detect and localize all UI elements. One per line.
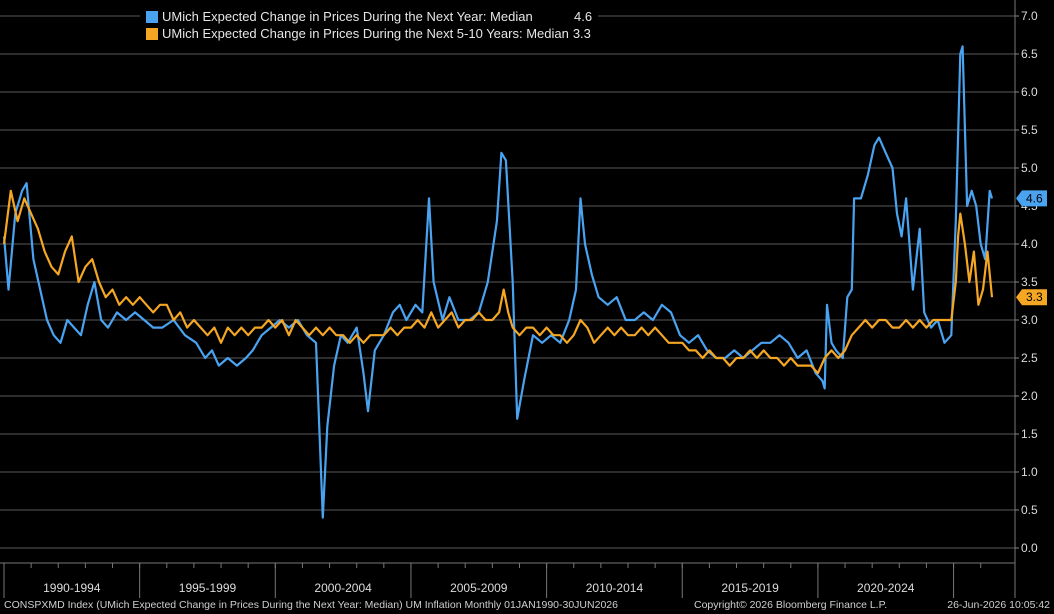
legend-value-5-10y: 3.3 (573, 25, 591, 42)
y-tick-label: 6.5 (1021, 47, 1038, 61)
y-tick-label: 3.5 (1021, 275, 1038, 289)
x-tick-label: 2020-2024 (857, 581, 915, 595)
y-tick-label: 1.0 (1021, 465, 1038, 479)
x-tick-label: 2000-2004 (314, 581, 372, 595)
footer-copyright: Copyright© 2026 Bloomberg Finance L.P. (694, 599, 887, 611)
x-tick-label: 1995-1999 (179, 581, 237, 595)
footer-ticker-description: CONSPXMD Index (UMich Expected Change in… (4, 599, 618, 611)
x-tick-label: 1990-1994 (43, 581, 101, 595)
y-tick-label: 1.5 (1021, 427, 1038, 441)
legend-entry-1y: UMich Expected Change in Prices During t… (146, 8, 592, 25)
y-tick-label: 3.0 (1021, 313, 1038, 327)
y-tick-label: 4.0 (1021, 237, 1038, 251)
y-tick-label: 0.5 (1021, 503, 1038, 517)
x-tick-label: 2005-2009 (450, 581, 508, 595)
y-tick-label: 0.0 (1021, 541, 1038, 555)
y-tick-label: 5.5 (1021, 123, 1038, 137)
y-tick-label: 6.0 (1021, 85, 1038, 99)
x-tick-label: 2015-2019 (721, 581, 779, 595)
y-tick-label: 5.0 (1021, 161, 1038, 175)
last-value-tag-1y-text: 4.6 (1026, 191, 1043, 205)
legend-entry-5-10y: UMich Expected Change in Prices During t… (146, 25, 592, 42)
legend-swatch-5-10y (146, 28, 158, 40)
legend-value-1y: 4.6 (574, 8, 592, 25)
y-tick-label: 2.0 (1021, 389, 1038, 403)
legend-label-1y: UMich Expected Change in Prices During t… (162, 8, 574, 25)
last-value-tag-5-10y-text: 3.3 (1026, 290, 1043, 304)
y-tick-label: 2.5 (1021, 351, 1038, 365)
chart-legend: UMich Expected Change in Prices During t… (140, 6, 598, 44)
x-tick-label: 2010-2014 (586, 581, 644, 595)
chart-footer: CONSPXMD Index (UMich Expected Change in… (0, 598, 1054, 614)
y-tick-label: 7.0 (1021, 9, 1038, 23)
legend-swatch-1y (146, 11, 158, 23)
legend-label-5-10y: UMich Expected Change in Prices During t… (162, 25, 569, 42)
footer-timestamp: 26-Jun-2026 10:05:42 (947, 599, 1050, 611)
